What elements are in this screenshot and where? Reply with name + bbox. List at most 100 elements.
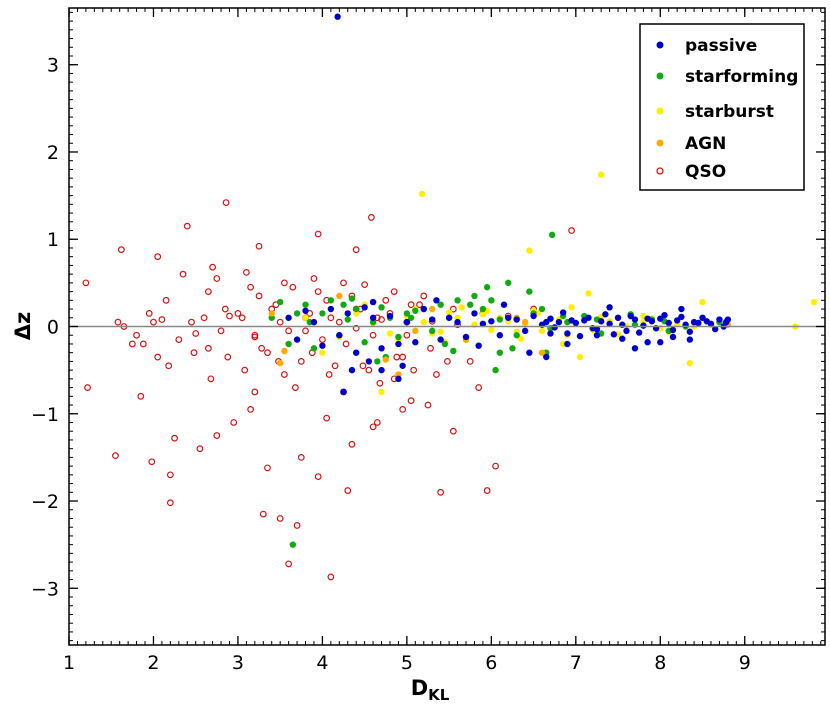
point-starburst xyxy=(458,304,465,311)
point-starforming xyxy=(450,347,457,355)
point-starforming xyxy=(276,298,284,306)
point-passive xyxy=(665,319,672,327)
point-QSO xyxy=(378,316,385,323)
point-passive xyxy=(378,345,385,352)
point-QSO xyxy=(407,301,415,309)
point-starforming xyxy=(429,327,436,335)
point-QSO xyxy=(114,318,122,326)
point-QSO xyxy=(427,344,434,352)
point-QSO xyxy=(150,318,157,326)
point-passive xyxy=(386,312,394,320)
point-passive xyxy=(711,325,719,333)
point-QSO xyxy=(183,222,191,230)
point-QSO xyxy=(344,487,352,494)
point-passive xyxy=(661,311,668,319)
point-starburst xyxy=(686,359,694,367)
legend-label-starburst: starburst xyxy=(685,102,774,122)
point-starburst xyxy=(386,330,394,337)
point-passive xyxy=(471,310,478,317)
point-starforming xyxy=(310,345,318,352)
point-QSO xyxy=(217,327,225,335)
point-starforming xyxy=(496,316,503,323)
point-passive xyxy=(543,318,550,326)
point-starforming xyxy=(483,284,491,291)
point-passive xyxy=(678,313,685,321)
legend: passive starforming starburst AGN QSO xyxy=(639,23,805,191)
point-passive xyxy=(429,316,436,323)
point-passive xyxy=(352,349,360,356)
point-starburst xyxy=(420,318,427,326)
point-passive xyxy=(669,326,677,334)
point-starburst xyxy=(699,298,706,306)
point-AGN xyxy=(412,327,419,335)
data-marks xyxy=(82,13,818,581)
point-passive xyxy=(395,375,402,383)
legend-marker-AGN xyxy=(656,139,664,147)
point-QSO xyxy=(393,353,401,361)
point-QSO xyxy=(166,471,174,479)
point-QSO xyxy=(258,344,265,352)
point-starburst xyxy=(302,314,309,321)
y-tick-label: 1 xyxy=(47,229,59,251)
point-QSO xyxy=(192,330,200,337)
x-tick-label: 6 xyxy=(485,652,497,674)
point-QSO xyxy=(319,336,326,343)
point-passive xyxy=(564,340,571,348)
legend-label-passive: passive xyxy=(685,36,757,56)
point-QSO xyxy=(166,499,174,507)
point-QSO xyxy=(373,419,381,426)
point-passive xyxy=(369,298,377,306)
y-tick-label: 3 xyxy=(47,55,59,77)
point-passive xyxy=(496,332,503,339)
point-passive xyxy=(657,339,664,346)
axis-tick-labels: 1 2 3 4 5 6 7 8 9 −3 −2 −1 0 1 2 3 xyxy=(31,55,751,674)
point-QSO xyxy=(297,453,305,461)
point-QSO xyxy=(368,214,375,221)
x-tick-label: 1 xyxy=(63,652,75,674)
point-passive xyxy=(644,339,651,346)
point-starforming xyxy=(395,333,402,341)
point-QSO xyxy=(230,419,238,426)
point-starforming xyxy=(454,297,461,304)
point-QSO xyxy=(204,288,212,295)
point-QSO xyxy=(222,199,230,206)
x-tick-label: 9 xyxy=(739,652,751,674)
point-QSO xyxy=(196,445,204,453)
axis-ticks xyxy=(68,8,825,645)
point-QSO xyxy=(221,305,229,313)
point-passive xyxy=(669,333,677,341)
point-passive xyxy=(293,336,301,343)
point-passive xyxy=(686,336,694,343)
point-starburst xyxy=(576,353,584,361)
point-passive xyxy=(302,307,309,314)
point-starforming xyxy=(302,301,309,308)
point-QSO xyxy=(297,358,305,365)
point-passive xyxy=(399,362,406,369)
point-QSO xyxy=(255,292,263,300)
legend-marker-QSO xyxy=(656,167,664,175)
point-passive xyxy=(673,317,681,324)
point-QSO xyxy=(416,301,423,309)
point-QSO xyxy=(148,458,156,466)
point-passive xyxy=(340,388,347,396)
point-passive xyxy=(488,318,495,325)
point-starburst xyxy=(526,247,533,254)
legend-entry-passive: passive xyxy=(656,36,757,56)
point-QSO xyxy=(259,510,267,518)
point-QSO xyxy=(403,331,411,339)
point-passive xyxy=(526,349,533,356)
point-QSO xyxy=(483,487,491,494)
point-QSO xyxy=(204,344,212,352)
point-passive xyxy=(568,317,575,324)
point-starforming xyxy=(441,340,449,348)
x-tick-label: 5 xyxy=(401,652,413,674)
point-QSO xyxy=(327,314,335,322)
point-QSO xyxy=(255,242,263,250)
point-starforming xyxy=(374,358,381,365)
point-passive xyxy=(530,312,537,320)
point-starburst xyxy=(479,311,487,318)
point-passive xyxy=(285,314,292,321)
x-tick-label: 7 xyxy=(570,652,582,674)
point-QSO xyxy=(475,384,483,391)
point-passive xyxy=(703,318,710,325)
